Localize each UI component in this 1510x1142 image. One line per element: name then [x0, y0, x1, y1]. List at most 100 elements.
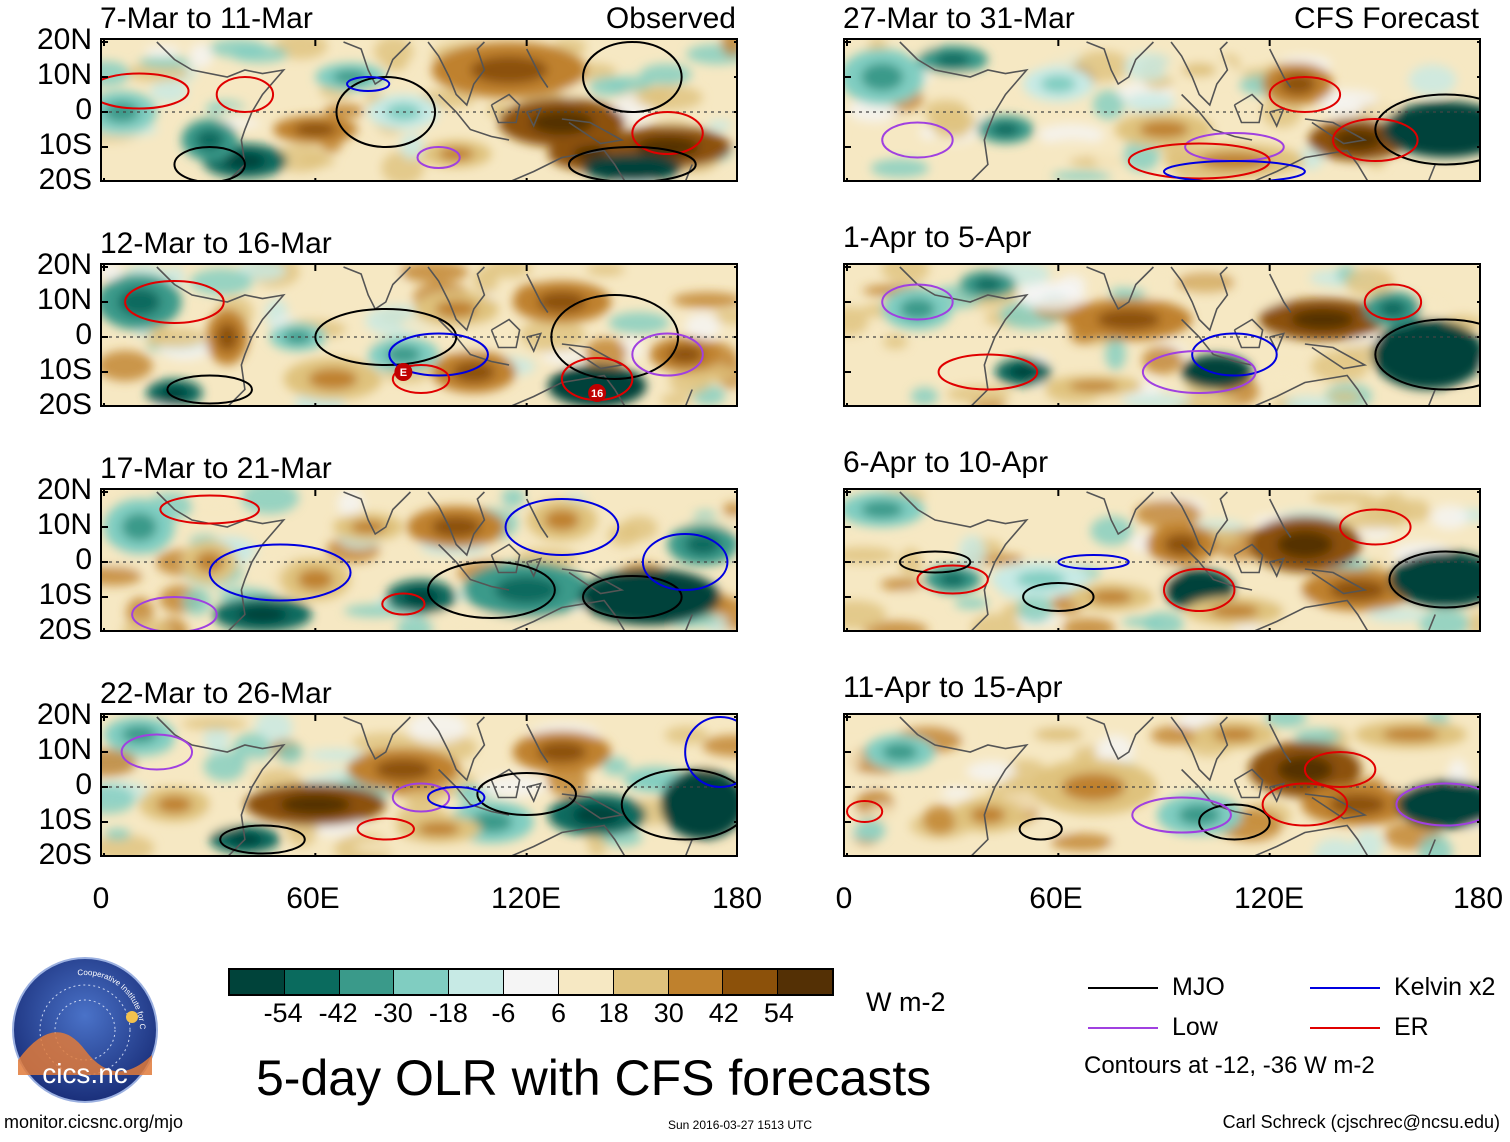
y-tick: 0: [75, 93, 92, 126]
olr-anomaly-core: [1181, 579, 1217, 601]
coastline: [1268, 557, 1286, 578]
coastline: [899, 716, 1029, 855]
contour-mjo: [314, 308, 458, 366]
colorbar-label: -6: [491, 998, 516, 1028]
colorbar-box: [394, 970, 450, 994]
contour-mjo: [567, 146, 697, 180]
olr-anomaly-core: [294, 122, 337, 137]
olr-cell: [862, 130, 913, 150]
coastline: [1233, 543, 1264, 574]
y-tick: 20S: [38, 163, 92, 196]
olr-cell: [144, 45, 181, 58]
olr-cell: [940, 787, 973, 800]
contour-low: [631, 332, 704, 377]
contour-kelvin: [1057, 554, 1130, 570]
colorbar-label: -18: [428, 998, 468, 1028]
olr-cell: [1188, 832, 1220, 855]
contour-kelvin: [641, 533, 729, 591]
olr-cell: [1175, 391, 1240, 405]
olr-cell: [1092, 90, 1125, 120]
contour-mjo: [1374, 93, 1479, 166]
colorbar-label: 42: [708, 998, 739, 1028]
olr-cell: [1352, 830, 1383, 855]
olr-cell: [1419, 609, 1471, 630]
coastline: [438, 93, 510, 141]
coastline: [899, 266, 1029, 405]
colorbar-label: 30: [653, 998, 684, 1028]
olr-cell: [970, 613, 1022, 630]
coastline: [1254, 599, 1369, 630]
coastline: [525, 48, 549, 88]
olr-cell: [144, 327, 206, 348]
olr-anomaly-layer: [845, 490, 1479, 630]
olr-cell: [853, 776, 881, 788]
cicsnc-logo: Cooperative Institute for Climate and Sa…: [7, 948, 160, 1105]
olr-cell: [1105, 336, 1126, 371]
coastline: [156, 491, 286, 630]
olr-cell: [473, 266, 499, 294]
olr-cell: [102, 350, 153, 382]
olr-anomaly-core: [1417, 565, 1474, 594]
colorbar-box: [449, 970, 505, 994]
olr-cell: [1431, 505, 1469, 530]
olr-cell: [1134, 500, 1202, 528]
olr-cell: [853, 818, 887, 841]
olr-anomaly-core: [1209, 604, 1260, 618]
contour-mjo: [219, 824, 306, 855]
panel-map: [100, 488, 738, 632]
panel-map: [100, 38, 738, 182]
coastline: [1304, 343, 1368, 370]
olr-cell: [702, 735, 736, 757]
contour-er: [1303, 751, 1377, 788]
panel-title: 12-Mar to 16-Mar: [100, 227, 332, 260]
olr-cell: [344, 604, 406, 618]
olr-cell: [1090, 516, 1134, 546]
coastline: [156, 41, 286, 180]
olr-cell: [104, 828, 131, 841]
olr-anomaly-core: [385, 345, 421, 364]
olr-anomaly-core: [216, 323, 238, 351]
contour-er: [124, 280, 225, 324]
olr-cell: [926, 136, 950, 149]
olr-anomaly-core: [1382, 727, 1439, 742]
olr-cell: [954, 597, 989, 610]
coastline: [561, 793, 625, 820]
panel-map: [843, 263, 1481, 407]
footer-url[interactable]: monitor.cicsnc.org/mjo: [4, 1112, 184, 1132]
contour-er: [1339, 508, 1412, 546]
contour-er: [631, 111, 704, 155]
colorbar-box: [778, 970, 832, 994]
coastline: [1086, 491, 1154, 536]
olr-cell: [1142, 346, 1184, 375]
panel-map: [843, 713, 1481, 857]
olr-anomaly-core: [470, 811, 513, 833]
panel-label: CFS Forecast: [1293, 2, 1479, 35]
olr-anomaly-core: [1378, 300, 1408, 318]
coastline: [1233, 768, 1264, 799]
olr-cell: [203, 751, 247, 782]
olr-anomaly-core: [1414, 115, 1478, 144]
contour-low: [1395, 782, 1479, 827]
olr-cell: [602, 757, 629, 776]
olr-cell: [1037, 124, 1105, 146]
olr-cell: [586, 265, 626, 276]
olr-cell: [845, 600, 887, 630]
panel-title: 27-Mar to 31-Mar: [843, 2, 1075, 35]
olr-anomaly-core: [195, 129, 224, 151]
olr-anomaly-core: [537, 291, 587, 313]
olr-anomaly-core: [1097, 309, 1161, 330]
olr-cell: [373, 40, 414, 67]
contour-mjo: [476, 772, 577, 816]
olr-anomaly-core: [1164, 534, 1200, 555]
contour-low: [416, 146, 461, 169]
olr-anomaly-core: [375, 759, 432, 780]
olr-anomaly-core: [1399, 337, 1457, 372]
olr-cell: [607, 523, 640, 547]
olr-cell: [1358, 62, 1422, 88]
y-tick: 20N: [36, 23, 92, 56]
coastline: [1086, 716, 1154, 761]
coastline: [1268, 273, 1292, 313]
coastline: [511, 599, 626, 630]
olr-anomaly-core: [431, 516, 481, 538]
olr-cell: [1313, 838, 1358, 855]
